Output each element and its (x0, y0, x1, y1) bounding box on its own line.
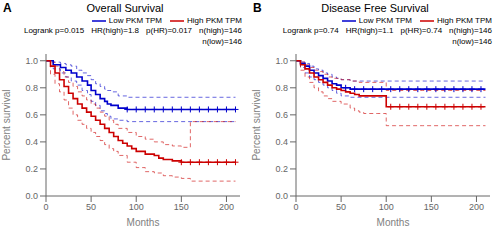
svg-text:50: 50 (336, 202, 346, 212)
svg-text:1.0: 1.0 (25, 56, 38, 66)
html-text:Logrank p=0.74: Logrank p=0.74 (282, 26, 339, 35)
svg-text:200: 200 (219, 202, 234, 212)
html-text:A: A (3, 1, 12, 15)
svg-text:50: 50 (86, 202, 96, 212)
svg-text:0.4: 0.4 (25, 137, 38, 147)
html-text:n(high)=146: n(high)=146 (199, 26, 242, 35)
html-text:Low PKM TPM: Low PKM TPM (108, 16, 162, 25)
html-text:High PKM TPM: High PKM TPM (187, 16, 242, 25)
html-text:n(low)=146: n(low)=146 (452, 37, 492, 46)
svg-text:150: 150 (174, 202, 189, 212)
svg-text:Months: Months (127, 217, 160, 228)
svg-text:0.2: 0.2 (275, 164, 288, 174)
html-text:B: B (253, 1, 262, 15)
html-text:p(HR)=0.74: p(HR)=0.74 (400, 26, 443, 35)
svg-text:100: 100 (379, 202, 394, 212)
svg-text:100: 100 (129, 202, 144, 212)
html-text:Low PKM TPM: Low PKM TPM (358, 16, 412, 25)
svg-text:0.4: 0.4 (275, 137, 288, 147)
svg-text:Percent survival: Percent survival (8, 89, 12, 160)
svg-text:0: 0 (43, 202, 48, 212)
svg-text:0.8: 0.8 (25, 83, 38, 93)
svg-text:0.6: 0.6 (275, 110, 288, 120)
svg-text:1.0: 1.0 (275, 56, 288, 66)
html-text:Logrank p=0.015: Logrank p=0.015 (24, 26, 85, 35)
html-text:HR(high)=1.8: HR(high)=1.8 (91, 26, 139, 35)
svg-text:200: 200 (469, 202, 484, 212)
html-text:High PKM TPM: High PKM TPM (437, 16, 492, 25)
html-text:HR(high)=1.1: HR(high)=1.1 (345, 26, 394, 35)
svg-text:0.0: 0.0 (25, 191, 38, 201)
svg-text:0: 0 (293, 202, 298, 212)
svg-text:Percent survival: Percent survival (251, 89, 262, 160)
svg-text:Months: Months (377, 217, 410, 228)
html-text:n(low)=146: n(low)=146 (202, 37, 242, 46)
svg-text:150: 150 (424, 202, 439, 212)
html-text:Overall Survival: Overall Survival (86, 2, 164, 14)
svg-text:0.2: 0.2 (25, 164, 38, 174)
html-text:Disease Free Survival: Disease Free Survival (321, 2, 429, 14)
svg-text:0.8: 0.8 (275, 83, 288, 93)
html-text:p(HR)=0.017: p(HR)=0.017 (146, 26, 193, 35)
svg-text:0.0: 0.0 (275, 191, 288, 201)
html-text:n(high)=146: n(high)=146 (449, 26, 492, 35)
svg-text:0.6: 0.6 (25, 110, 38, 120)
